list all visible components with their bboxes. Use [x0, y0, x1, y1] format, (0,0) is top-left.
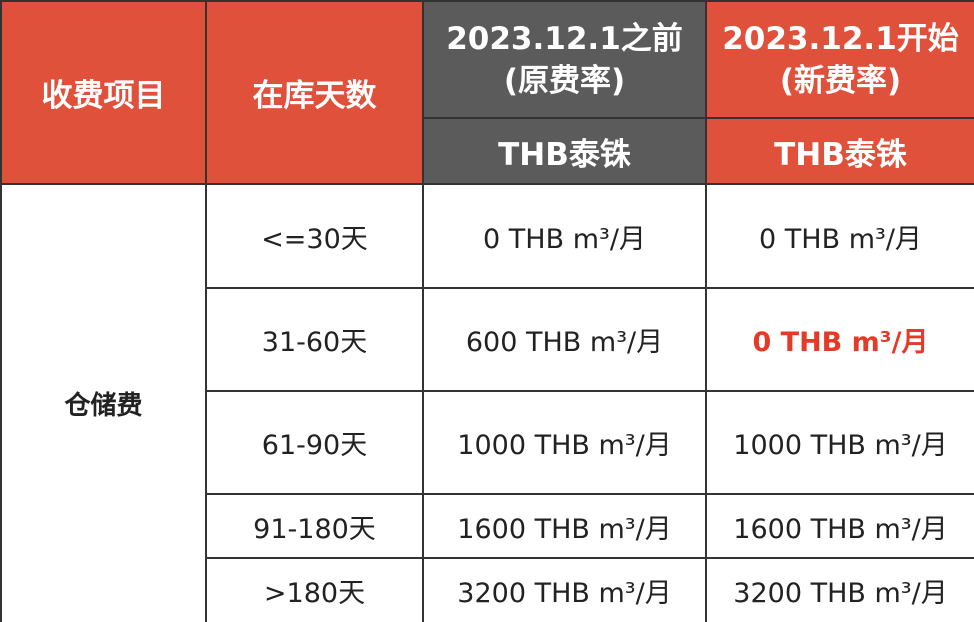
cell: 61-90天: [205, 390, 424, 495]
cell: 3200 THB m³/月: [705, 557, 974, 622]
cell: 1000 THB m³/月: [422, 390, 707, 495]
cell: 1600 THB m³/月: [705, 493, 974, 559]
cell: 3200 THB m³/月: [422, 557, 707, 622]
header-line: 2023.12.1之前: [446, 20, 683, 57]
cell: 31-60天: [205, 287, 424, 392]
currency-cell: THB泰铢: [705, 117, 974, 185]
header-cell: 在库天数: [205, 0, 424, 185]
cell: >180天: [205, 557, 424, 622]
cell: 91-180天: [205, 493, 424, 559]
cell: <=30天: [205, 183, 424, 289]
cell: 600 THB m³/月: [422, 287, 707, 392]
cell: 1000 THB m³/月: [705, 390, 974, 495]
category-cell: 仓储费: [0, 183, 207, 622]
header-line: 2023.12.1开始: [722, 20, 959, 57]
currency-cell: THB泰铢: [422, 117, 707, 185]
cell: 0 THB m³/月: [422, 183, 707, 289]
header-cell: 收费项目: [0, 0, 207, 185]
cell: 1600 THB m³/月: [422, 493, 707, 559]
header-line: (原费率): [503, 62, 626, 99]
cell: 0 THB m³/月: [705, 183, 974, 289]
header-cell: 2023.12.1之前 (原费率): [422, 0, 707, 119]
header-cell: 2023.12.1开始 (新费率): [705, 0, 974, 119]
header-line: (新费率): [779, 62, 902, 99]
highlight-cell: 0 THB m³/月: [705, 287, 974, 392]
